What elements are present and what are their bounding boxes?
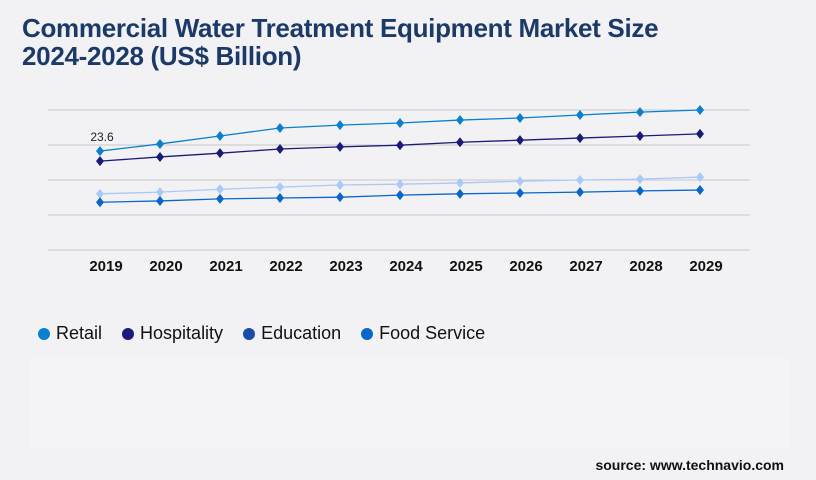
data-point [456,188,464,199]
legend-marker-icon [361,327,374,340]
legend-marker-icon [243,327,256,340]
data-point [336,192,344,203]
data-point [456,115,464,126]
data-point [276,143,284,154]
data-point [96,197,104,208]
legend-item: Food Service [361,323,485,344]
data-point [336,141,344,152]
legend-item: Education [243,323,341,344]
data-point [156,151,164,162]
data-point [516,135,524,146]
data-point [156,187,164,198]
data-point [516,112,524,123]
data-point [336,120,344,131]
data-point [576,175,584,185]
data-point [216,193,224,204]
data-point [576,110,584,121]
source-text: source: www.technavio.com [595,457,784,473]
data-point [636,107,644,118]
x-tick-label: 2025 [449,258,482,275]
data-point [696,185,704,196]
data-point [576,187,584,198]
legend-marker-icon [122,327,135,340]
data-label: 23.6 [90,130,114,144]
title-line-1: Commercial Water Treatment Equipment Mar… [22,13,659,43]
data-point [216,148,224,159]
data-point [636,130,644,141]
line-chart: 2019 2020 2021 2022 2023 2024 2025 2026 2027 2028… [48,105,750,275]
x-tick-label: 2029 [689,258,722,275]
chart-title: Commercial Water Treatment Equipment Mar… [22,13,659,71]
data-point [276,193,284,204]
data-point [696,105,704,115]
data-point [696,128,704,139]
background-panel [30,358,790,448]
legend-marker-icon [38,327,50,340]
data-point [456,177,464,188]
data-point [276,123,284,134]
legend-label: Education [261,323,342,343]
x-tick-label: 2024 [389,258,423,275]
data-point [396,140,404,151]
data-point [96,156,104,167]
legend-label: Retail [56,323,103,343]
data-point [516,176,524,187]
x-tick-label: 2026 [509,258,542,275]
legend-label: Hospitality [140,323,224,343]
data-point [636,185,644,196]
data-point [516,187,524,198]
legend-label: Food Service [379,323,486,343]
x-tick-label: 2021 [209,258,242,275]
data-point [156,138,164,149]
data-point [696,172,704,183]
x-tick-label: 2028 [629,258,662,275]
x-tick-label: 2023 [329,258,362,275]
data-point [396,117,404,128]
data-point [636,174,644,185]
legend-item: Hospitality [122,323,223,344]
data-point [96,188,104,199]
x-tick-label: 2020 [149,258,182,275]
data-point [216,130,224,141]
x-tick-label: 2019 [89,258,122,275]
title-line-2: 2024-2028 (US$ Billion) [22,41,302,71]
x-tick-label: 2027 [569,258,602,275]
data-point [156,195,164,206]
x-tick-label: 2022 [269,258,302,275]
legend-item: Retail [38,323,102,344]
data-point [96,146,104,157]
data-point [396,179,404,190]
data-point [396,190,404,201]
data-point [216,184,224,195]
data-point [276,182,284,193]
data-point [576,133,584,144]
legend: Retail Hospitality Education Food Service [38,323,485,344]
data-point [336,180,344,191]
data-point [456,137,464,148]
